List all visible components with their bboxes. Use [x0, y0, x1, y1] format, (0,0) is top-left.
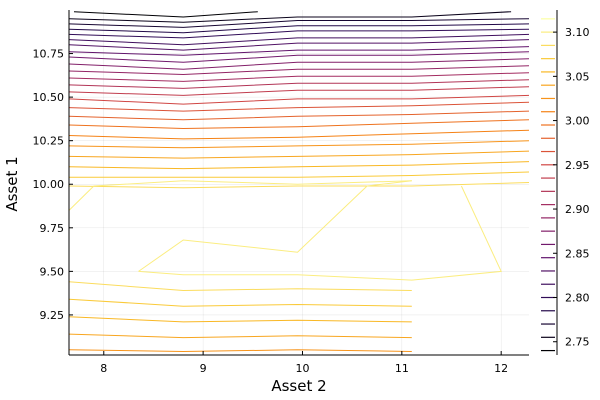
- contour-line: [68, 180, 412, 211]
- contour-line: [68, 72, 530, 82]
- contour-line: [68, 18, 530, 28]
- contour-line: [68, 94, 530, 105]
- y-tick-label: 10.50: [33, 91, 65, 104]
- y-tick-label: 9.50: [40, 265, 65, 278]
- contour-line: [138, 185, 502, 281]
- x-axis-title: Asset 2: [271, 377, 326, 395]
- contour-line: [68, 65, 530, 76]
- colorbar-tick-label: 3.05: [565, 70, 590, 83]
- contour-line: [68, 110, 530, 121]
- contour-line: [68, 46, 530, 56]
- y-tick-label: 9.25: [40, 309, 65, 322]
- contour-line: [68, 150, 530, 159]
- contour-line: [73, 11, 258, 18]
- contour-line: [138, 180, 412, 272]
- colorbar: 2.75 2.80 2.85 2.90 2.95 3.00 3.05 3.10: [541, 10, 590, 355]
- contour-line: [68, 23, 530, 34]
- y-tick-label: 10.25: [33, 135, 65, 148]
- contour-line: [68, 298, 412, 307]
- contour-line: [68, 333, 412, 339]
- contour-line: [68, 79, 530, 89]
- colorbar-tick-label: 2.95: [565, 159, 590, 172]
- colorbar-tick-label: 2.75: [565, 336, 590, 349]
- contour-line: [68, 51, 530, 63]
- y-tick-label: 10.75: [33, 48, 65, 61]
- axes: 8 9 10 11 12 9.25 9.50 9.75 10.00 10.25 10.50 10.75: [33, 10, 529, 375]
- x-tick-label: 11: [395, 362, 409, 375]
- contour-line: [68, 58, 530, 70]
- colorbar-tick-label: 2.80: [565, 292, 590, 305]
- x-tick-label: 9: [200, 362, 207, 375]
- x-tick-label: 8: [100, 362, 107, 375]
- contour-line: [68, 161, 530, 170]
- contour-line: [68, 39, 530, 51]
- colorbar-tick-label: 2.85: [565, 247, 590, 260]
- contour-line: [68, 316, 412, 323]
- contour-line: [68, 129, 530, 140]
- contour-line: [68, 281, 412, 292]
- contour-line: [68, 140, 530, 149]
- contour-line: [68, 119, 530, 130]
- y-axis-title: Asset 1: [3, 156, 21, 211]
- colorbar-tick-label: 2.90: [565, 203, 590, 216]
- contour-line: [68, 101, 530, 112]
- contour-line: [68, 33, 530, 46]
- contour-line: [69, 171, 530, 178]
- contour-line: [68, 11, 512, 23]
- x-tick-label: 10: [295, 362, 309, 375]
- contour-line: [68, 349, 412, 353]
- y-tick-label: 10.00: [33, 178, 65, 191]
- contour-line: [68, 86, 530, 96]
- colorbar-tick-label: 3.10: [565, 26, 590, 39]
- colorbar-tick-label: 3.00: [565, 115, 590, 128]
- contour-lines: [68, 11, 530, 353]
- x-tick-label: 12: [494, 362, 508, 375]
- contour-line: [68, 182, 530, 189]
- y-tick-label: 9.75: [40, 222, 65, 235]
- contour-line: [68, 28, 530, 39]
